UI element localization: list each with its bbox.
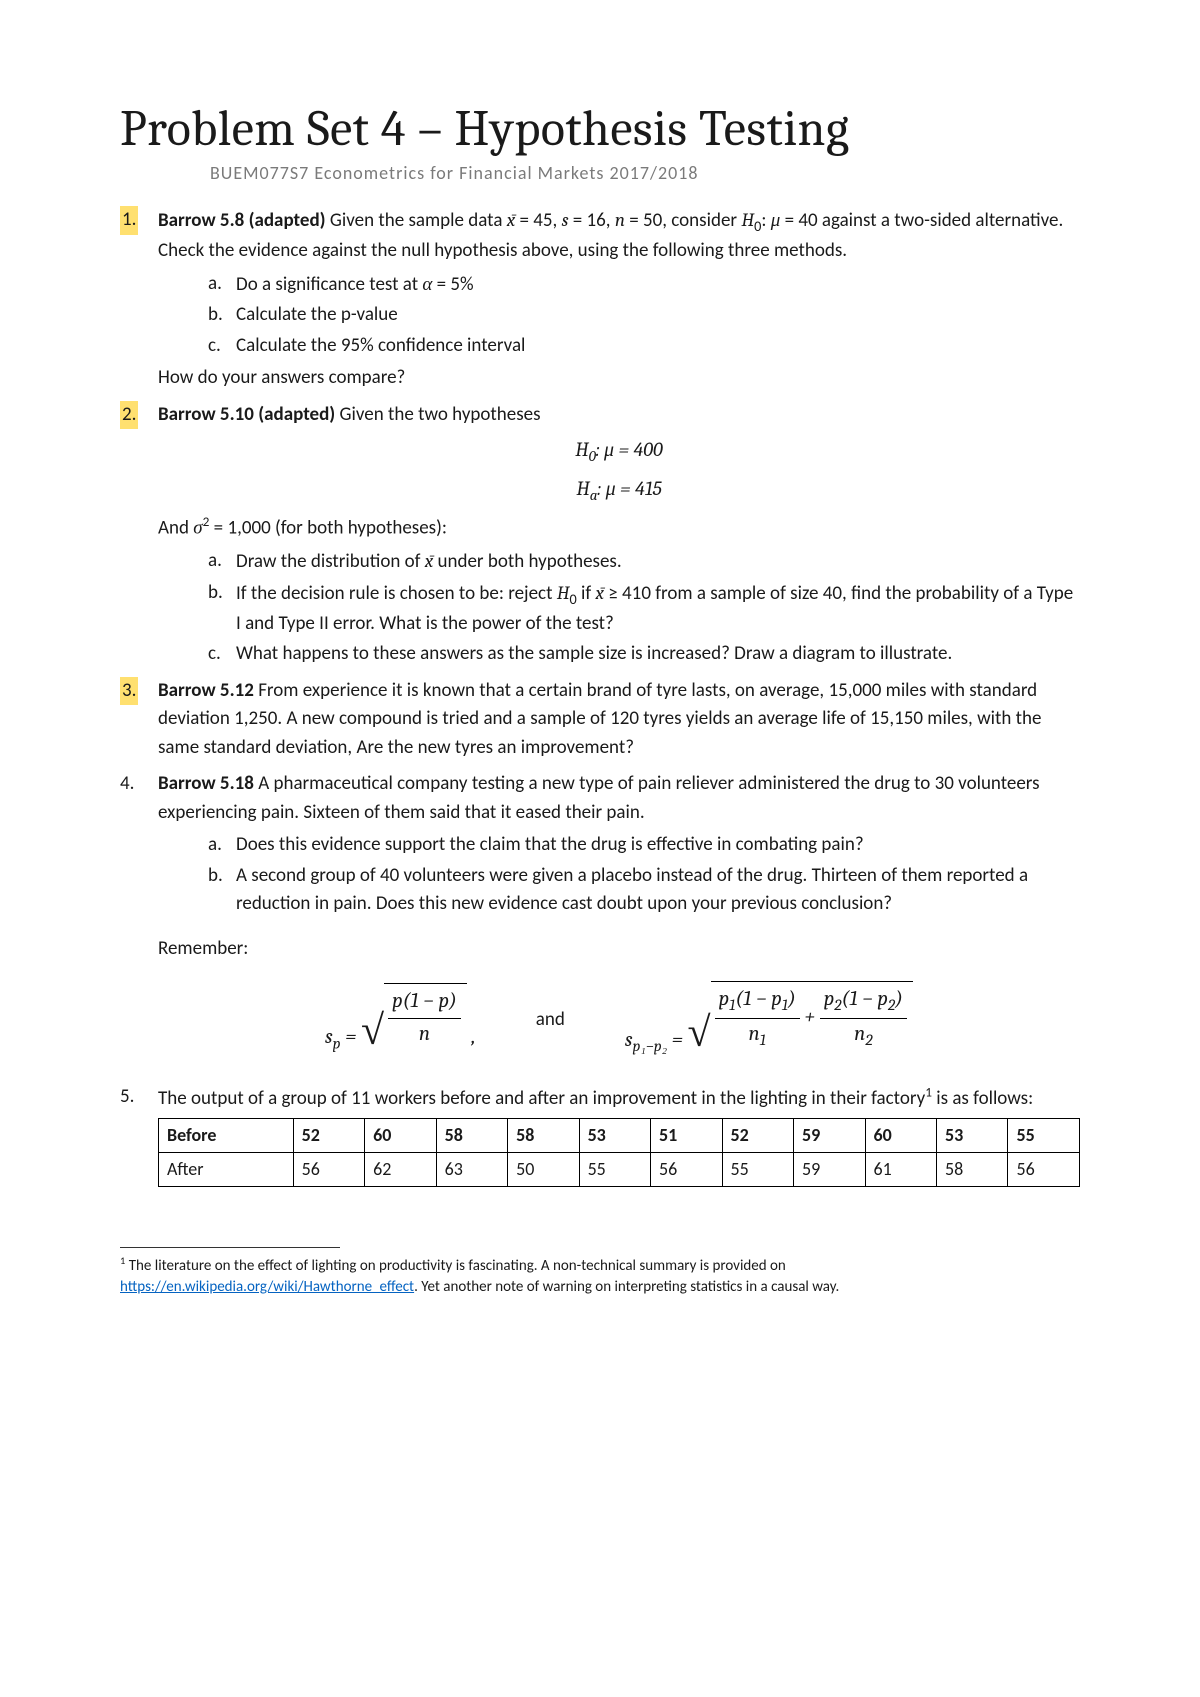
data-cell: 62 bbox=[365, 1152, 436, 1186]
data-cell: 50 bbox=[508, 1152, 579, 1186]
data-cell: 58 bbox=[436, 1118, 507, 1152]
table-row: After5662635055565559615856 bbox=[159, 1152, 1080, 1186]
problem-lead: Barrow 5.12 bbox=[158, 679, 254, 702]
data-cell: 58 bbox=[936, 1152, 1007, 1186]
document-page: Problem Set 4 – Hypothesis Testing BUEM0… bbox=[0, 0, 1200, 1697]
problem-text: The output of a group of 11 workers befo… bbox=[158, 1087, 1033, 1110]
problem-item-3: Barrow 5.12 From experience it is known … bbox=[120, 677, 1080, 763]
data-cell: 59 bbox=[794, 1118, 865, 1152]
data-cell: 56 bbox=[293, 1152, 364, 1186]
page-title: Problem Set 4 – Hypothesis Testing bbox=[120, 100, 1080, 158]
data-cell: 52 bbox=[293, 1118, 364, 1152]
page-subtitle: BUEM077S7 Econometrics for Financial Mar… bbox=[120, 162, 1080, 184]
formula-sp1p2: sp₁−p₂ = √ p1(1 − p1)n1 + p2(1 − p2)n2 bbox=[625, 981, 913, 1059]
data-cell: 60 bbox=[365, 1118, 436, 1152]
problem-lead: Barrow 5.8 (adapted) bbox=[158, 209, 326, 232]
data-cell: 58 bbox=[508, 1118, 579, 1152]
sub-list: Does this evidence support the claim tha… bbox=[158, 831, 1080, 919]
problem-mid: And σ2 = 1,000 (for both hypotheses): bbox=[158, 512, 1080, 543]
sub-item: If the decision rule is chosen to be: re… bbox=[208, 579, 1080, 639]
footnote-rule bbox=[120, 1247, 340, 1248]
sub-item: Calculate the 95% confidence interval bbox=[208, 332, 1080, 361]
sub-item: Calculate the p-value bbox=[208, 301, 1080, 330]
data-cell: 63 bbox=[436, 1152, 507, 1186]
data-cell: 55 bbox=[722, 1152, 793, 1186]
sub-item: Do a significance test at α = 5% bbox=[208, 270, 1080, 300]
problem-text: From experience it is known that a certa… bbox=[158, 679, 1041, 759]
footnote: 1 The literature on the effect of lighti… bbox=[120, 1254, 1080, 1298]
data-cell: 61 bbox=[865, 1152, 936, 1186]
sub-list: Draw the distribution of x̄ under both h… bbox=[158, 547, 1080, 669]
sub-item: A second group of 40 volunteers were giv… bbox=[208, 862, 1080, 919]
problem-list: Barrow 5.8 (adapted) Given the sample da… bbox=[120, 206, 1080, 1187]
problem-item-4: Barrow 5.18 A pharmaceutical company tes… bbox=[120, 770, 1080, 1059]
row-label: After bbox=[159, 1152, 294, 1186]
data-cell: 55 bbox=[579, 1152, 650, 1186]
problem-text: Given the two hypotheses bbox=[340, 403, 541, 426]
data-cell: 51 bbox=[651, 1118, 722, 1152]
problem-lead: Barrow 5.18 bbox=[158, 772, 254, 795]
sub-item: What happens to these answers as the sam… bbox=[208, 640, 1080, 669]
sub-list: Do a significance test at α = 5% Calcula… bbox=[158, 270, 1080, 361]
problem-item-1: Barrow 5.8 (adapted) Given the sample da… bbox=[120, 206, 1080, 393]
sub-item: Draw the distribution of x̄ under both h… bbox=[208, 547, 1080, 577]
equation: H0: μ = 400 bbox=[158, 435, 1080, 468]
problem-lead: Barrow 5.10 (adapted) bbox=[158, 403, 335, 426]
data-cell: 56 bbox=[1008, 1152, 1080, 1186]
remember-label: Remember: bbox=[158, 935, 1080, 964]
equation: Ha: μ = 415 bbox=[158, 474, 1080, 507]
data-cell: 60 bbox=[865, 1118, 936, 1152]
formula-and: and bbox=[536, 1006, 565, 1035]
row-label: Before bbox=[159, 1118, 294, 1152]
data-table: Before5260585853515259605355After5662635… bbox=[158, 1118, 1080, 1187]
problem-item-5: The output of a group of 11 workers befo… bbox=[120, 1083, 1080, 1187]
data-cell: 53 bbox=[936, 1118, 1007, 1152]
problem-text: A pharmaceutical company testing a new t… bbox=[158, 772, 1040, 824]
problem-item-2: Barrow 5.10 (adapted) Given the two hypo… bbox=[120, 401, 1080, 669]
sub-item: Does this evidence support the claim tha… bbox=[208, 831, 1080, 860]
table-row: Before5260585853515259605355 bbox=[159, 1118, 1080, 1152]
footnote-text-after: . Yet another note of warning on interpr… bbox=[414, 1278, 839, 1296]
data-cell: 52 bbox=[722, 1118, 793, 1152]
data-cell: 56 bbox=[651, 1152, 722, 1186]
footnote-link[interactable]: https://en.wikipedia.org/wiki/Hawthorne_… bbox=[120, 1278, 414, 1296]
data-cell: 59 bbox=[794, 1152, 865, 1186]
problem-tail: How do your answers compare? bbox=[158, 364, 1080, 393]
formula-sp: sp = √ p(1 − p)n , bbox=[325, 983, 476, 1056]
data-cell: 55 bbox=[1008, 1118, 1080, 1152]
footnote-text-before: The literature on the effect of lighting… bbox=[125, 1257, 785, 1275]
data-cell: 53 bbox=[579, 1118, 650, 1152]
formula-row: sp = √ p(1 − p)n , and sp₁−p₂ = √ p1(1 −… bbox=[158, 981, 1080, 1059]
